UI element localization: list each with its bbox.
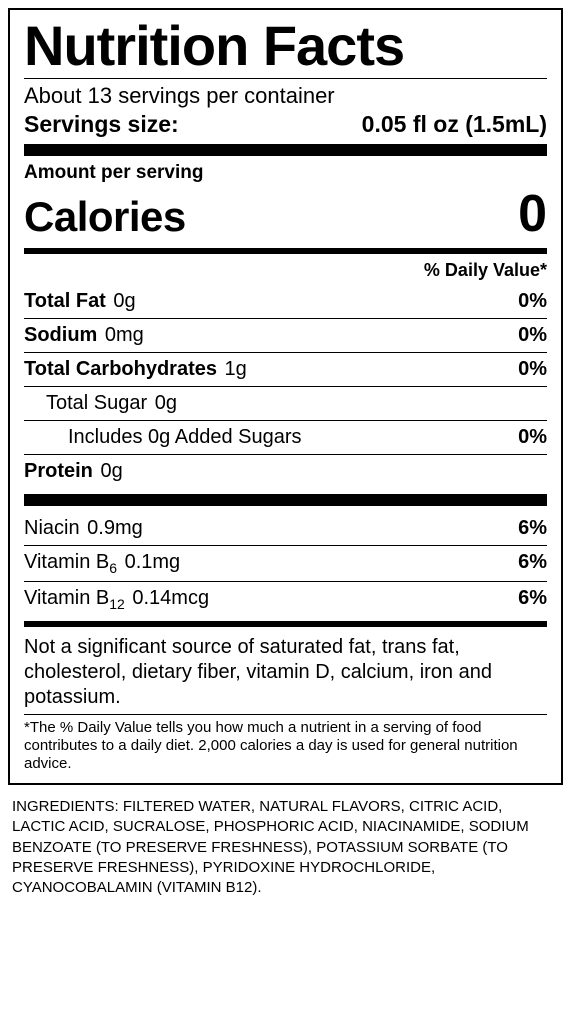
- nutrient-label: Total Sugar 0g: [24, 392, 177, 415]
- nutrient-row: Vitamin B6 0.1mg 6%: [24, 545, 547, 581]
- nutrient-name: Total Fat: [24, 290, 106, 312]
- vitamin-nutrients-list: Niacin 0.9mg6%Vitamin B6 0.1mg6%Vitamin …: [24, 512, 547, 617]
- nutrient-amount: 0.14mcg: [127, 587, 209, 609]
- divider: [24, 78, 547, 79]
- nutrient-amount: 0g: [108, 290, 136, 312]
- nutrient-dv: 6%: [518, 551, 547, 576]
- nutrient-row: Sodium 0mg 0%: [24, 318, 547, 352]
- nutrient-label: Total Carbohydrates 1g: [24, 358, 247, 381]
- nutrient-name: Niacin: [24, 517, 80, 539]
- nutrient-label: Niacin 0.9mg: [24, 517, 143, 540]
- daily-value-footnote: *The % Daily Value tells you how much a …: [24, 719, 547, 773]
- nutrient-row: Vitamin B12 0.14mcg 6%: [24, 581, 547, 617]
- divider: [24, 714, 547, 715]
- nutrient-name: Sodium: [24, 324, 97, 346]
- nutrient-dv: 0%: [518, 358, 547, 381]
- nutrient-name: Total Sugar: [46, 392, 147, 414]
- nutrient-dv: 0%: [518, 290, 547, 313]
- ingredients-text: INGREDIENTS: FILTERED WATER, NATURAL FLA…: [12, 797, 559, 898]
- nutrient-amount: 0mg: [99, 324, 143, 346]
- nutrient-label: Total Fat 0g: [24, 290, 136, 313]
- panel-title: Nutrition Facts: [24, 18, 547, 74]
- nutrient-name: Protein: [24, 460, 93, 482]
- nutrient-amount: 0g: [95, 460, 123, 482]
- calories-value: 0: [518, 184, 547, 244]
- divider-thick: [24, 494, 547, 506]
- nutrient-dv: 0%: [518, 324, 547, 347]
- nutrient-row: Includes 0g Added Sugars 0%: [24, 420, 547, 454]
- nutrient-row: Total Carbohydrates 1g 0%: [24, 352, 547, 386]
- divider-med: [24, 621, 547, 627]
- nutrient-amount: 0.1mg: [119, 551, 180, 573]
- nutrient-name: Vitamin B6: [24, 551, 117, 573]
- nutrient-row: Protein 0g: [24, 454, 547, 488]
- nutrient-dv: 6%: [518, 587, 547, 612]
- serving-size-row: Servings size: 0.05 fl oz (1.5mL): [24, 111, 547, 138]
- servings-per-container: About 13 servings per container: [24, 83, 547, 109]
- nutrient-name: Includes 0g Added Sugars: [68, 426, 302, 448]
- nutrient-label: Sodium 0mg: [24, 324, 144, 347]
- nutrient-amount: 0g: [149, 392, 177, 414]
- nutrient-row: Total Fat 0g 0%: [24, 285, 547, 318]
- amount-per-serving: Amount per serving: [24, 162, 547, 184]
- nutrient-dv: 6%: [518, 517, 547, 540]
- nutrient-label: Vitamin B6 0.1mg: [24, 551, 180, 576]
- nutrient-row: Total Sugar 0g: [24, 386, 547, 420]
- nutrient-label: Vitamin B12 0.14mcg: [24, 587, 209, 612]
- serving-size-label: Servings size:: [24, 111, 179, 138]
- nutrient-name: Vitamin B12: [24, 587, 125, 609]
- calories-row: Calories 0: [24, 184, 547, 244]
- not-significant-note: Not a significant source of saturated fa…: [24, 635, 547, 710]
- nutrient-row: Niacin 0.9mg 6%: [24, 512, 547, 545]
- nutrient-label: Protein 0g: [24, 460, 123, 483]
- nutrient-label: Includes 0g Added Sugars: [24, 426, 302, 449]
- main-nutrients-list: Total Fat 0g0%Sodium 0mg0%Total Carbohyd…: [24, 285, 547, 488]
- ingredients-label: INGREDIENTS:: [12, 798, 119, 815]
- nutrient-amount: 1g: [219, 358, 247, 380]
- nutrient-amount: 0.9mg: [82, 517, 143, 539]
- serving-size-value: 0.05 fl oz (1.5mL): [362, 111, 547, 138]
- divider-thick: [24, 144, 547, 156]
- nutrition-facts-panel: Nutrition Facts About 13 servings per co…: [8, 8, 563, 785]
- nutrient-name: Total Carbohydrates: [24, 358, 217, 380]
- nutrient-dv: 0%: [518, 426, 547, 449]
- daily-value-header: % Daily Value*: [24, 260, 547, 281]
- calories-label: Calories: [24, 193, 186, 241]
- divider-med: [24, 248, 547, 254]
